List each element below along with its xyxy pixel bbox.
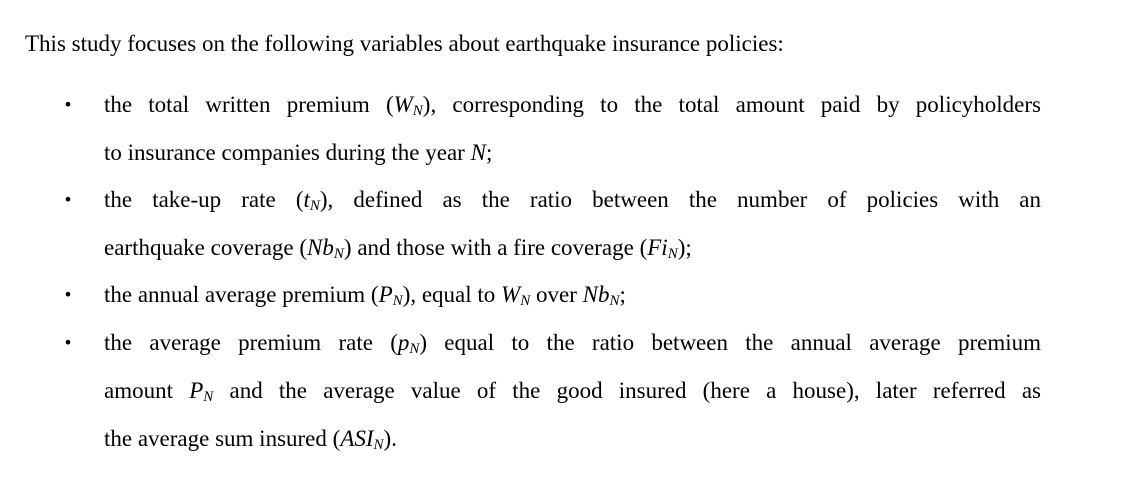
bullet-icon: • [63,190,73,209]
bullet-icon: • [63,333,73,352]
list-item-line: the total written premium (WN), correspo… [104,92,1041,119]
list-item-line: earthquake coverage (NbN) and those with… [104,235,692,262]
intro-paragraph: This study focuses on the following vari… [25,31,784,56]
list-item-average-premium-rate: • the average premium rate (pN) equal to… [63,319,1041,463]
list-item-line: the average sum insured (ASIN). [104,426,397,453]
list-item-line: amount PN and the average value of the g… [104,378,1041,405]
bullet-icon: • [63,285,73,304]
list-item-line: the annual average premium (PN), equal t… [104,282,626,309]
list-item-line: to insurance companies during the year N… [104,140,493,165]
list-item-take-up-rate: • the take-up rate (tN), defined as the … [63,176,1041,272]
list-item-line: the take-up rate (tN), defined as the ra… [104,187,1041,214]
list-item-written-premium: • the total written premium (WN), corres… [63,81,1041,177]
list-item-line: the average premium rate (pN) equal to t… [104,330,1041,357]
list-item-annual-average-premium: • the annual average premium (PN), equal… [63,271,1041,319]
bullet-icon: • [63,95,73,114]
